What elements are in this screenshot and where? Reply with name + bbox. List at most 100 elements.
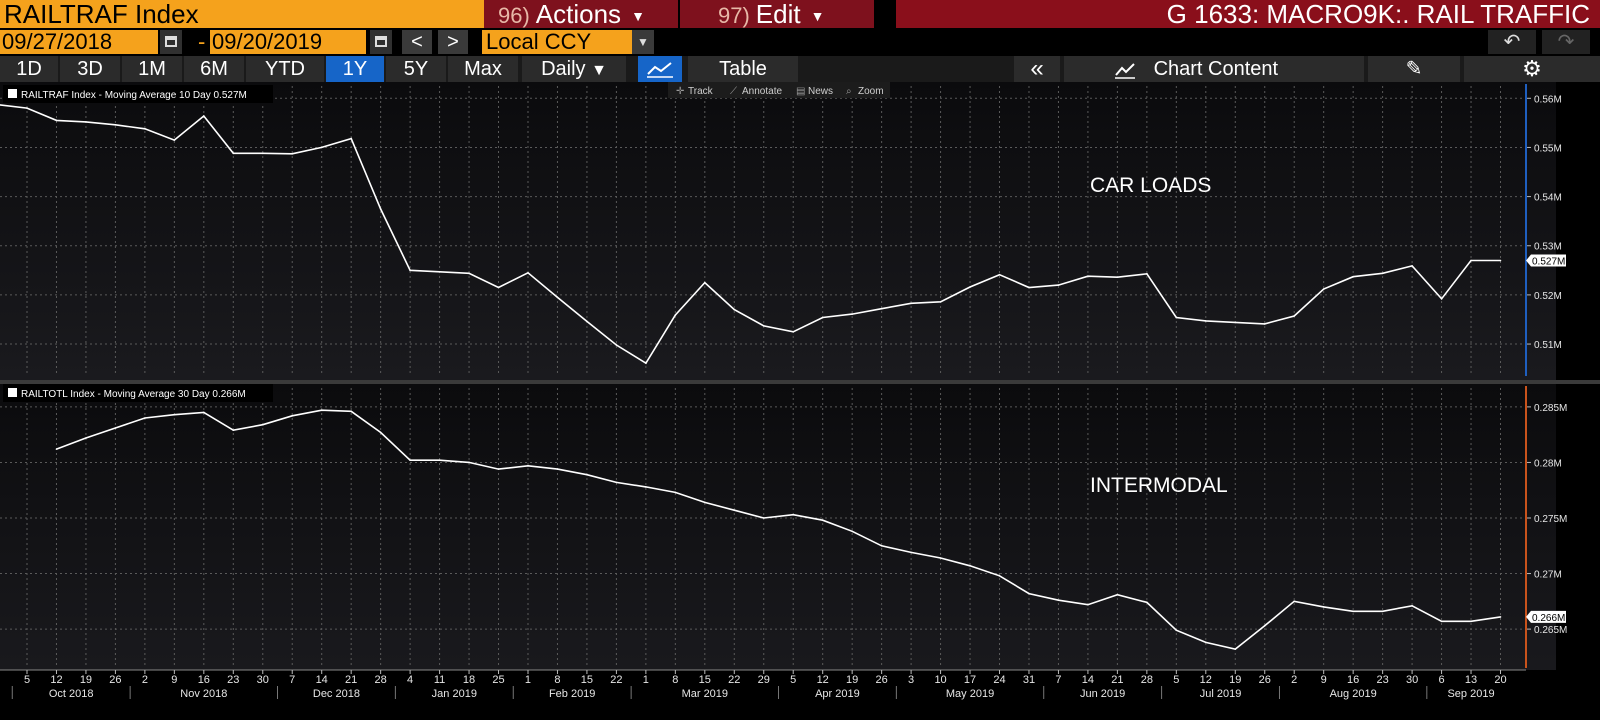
x-tick-label: 24 xyxy=(993,674,1005,686)
series-line[interactable] xyxy=(0,104,1501,365)
x-tick-label: 2 xyxy=(1291,674,1297,686)
frequency-select[interactable]: Daily ▼ xyxy=(522,56,626,82)
x-tick-label: 28 xyxy=(375,674,387,686)
x-tick-label: 23 xyxy=(1376,674,1388,686)
legend-background xyxy=(3,384,273,402)
last-value-tag-bg xyxy=(1526,610,1566,623)
chart-tool-zoom[interactable]: Zoom xyxy=(858,86,884,97)
prev-period-button[interactable]: < xyxy=(402,30,432,54)
redo-icon[interactable]: ↷ xyxy=(1542,30,1590,54)
x-month-label: Mar 2019 xyxy=(682,688,728,700)
data-point xyxy=(1028,286,1030,289)
x-tick-label: 31 xyxy=(1023,674,1035,686)
chart-tool-news[interactable]: News xyxy=(808,86,833,97)
line-chart-icon[interactable] xyxy=(638,56,682,82)
x-month-label: Jun 2019 xyxy=(1080,688,1125,700)
x-tick-label: 5 xyxy=(1173,674,1179,686)
y-tick-label: 0.27M xyxy=(1534,570,1562,581)
range-button-3d[interactable]: 3D xyxy=(60,56,120,82)
edit-chart-icon[interactable]: ✎ xyxy=(1368,56,1460,82)
x-tick-label: 7 xyxy=(289,674,295,686)
gear-icon[interactable]: ⚙ xyxy=(1464,56,1600,82)
x-tick-label: 28 xyxy=(1141,674,1153,686)
collapse-icon[interactable]: « xyxy=(1014,56,1060,82)
table-button[interactable]: Table xyxy=(688,56,798,82)
x-tick-label: 22 xyxy=(728,674,740,686)
data-point xyxy=(586,473,588,476)
range-button-1y[interactable]: 1Y xyxy=(326,56,384,82)
range-button-1m[interactable]: 1M xyxy=(122,56,182,82)
data-point xyxy=(350,410,353,413)
chart-content-button[interactable]: Chart Content xyxy=(1064,56,1364,82)
data-point xyxy=(114,427,117,429)
calendar-icon[interactable] xyxy=(160,30,182,54)
x-tick-label: 12 xyxy=(817,674,829,686)
x-tick-label: 5 xyxy=(24,674,30,686)
chevron-down-icon[interactable]: ▼ xyxy=(632,30,654,54)
chart-svg[interactable]: 0.51M 0.52M 0.53M 0.54M 0.55M 0.56M 0.265M 0.27… xyxy=(0,82,1600,715)
edit-menu[interactable]: 97) Edit ▼ xyxy=(680,0,874,28)
range-button-ytd[interactable]: YTD xyxy=(246,56,324,82)
data-point xyxy=(232,152,235,155)
series-line[interactable] xyxy=(56,409,1501,650)
data-point xyxy=(733,308,736,311)
data-point xyxy=(939,301,942,303)
chart-tool-annotate[interactable]: Annotate xyxy=(742,86,782,97)
data-point xyxy=(527,272,529,274)
currency-select[interactable]: Local CCY xyxy=(482,30,632,54)
data-point xyxy=(1146,273,1148,275)
chart-tool-icon[interactable]: ▤ xyxy=(796,86,805,97)
x-tick-label: 14 xyxy=(316,674,328,686)
panel-divider[interactable] xyxy=(0,380,1600,384)
data-point xyxy=(291,415,294,417)
date-separator: - xyxy=(198,29,206,54)
data-point xyxy=(556,468,559,470)
next-period-button[interactable]: > xyxy=(438,30,468,54)
data-point xyxy=(85,121,87,123)
start-date-input[interactable]: 09/27/2018 xyxy=(0,30,158,54)
range-button-5y[interactable]: 5Y xyxy=(386,56,446,82)
x-tick-label: 16 xyxy=(1347,674,1359,686)
data-point xyxy=(1411,265,1413,267)
x-tick-label: 4 xyxy=(407,674,413,686)
data-point xyxy=(1440,298,1443,300)
x-month-label: Aug 2019 xyxy=(1330,688,1377,700)
chart-tool-icon[interactable]: ⌕ xyxy=(846,86,852,97)
data-point xyxy=(497,468,500,470)
range-button-6m[interactable]: 6M xyxy=(184,56,244,82)
undo-icon[interactable]: ↶ xyxy=(1488,30,1536,54)
chart-annotation: INTERMODAL xyxy=(1090,474,1228,497)
data-point xyxy=(350,137,353,140)
data-point xyxy=(1381,610,1384,613)
data-point xyxy=(1263,625,1266,627)
chart-tool-track[interactable]: Track xyxy=(688,86,714,97)
x-tick-label: 3 xyxy=(908,674,914,686)
data-point xyxy=(821,519,824,521)
legend[interactable]: RAILTRAF Index - Moving Average 10 Day 0… xyxy=(3,85,273,103)
data-point xyxy=(26,107,28,109)
legend[interactable]: RAILTOTL Index - Moving Average 30 Day 0… xyxy=(3,384,273,402)
data-point xyxy=(438,459,441,462)
range-button-1d[interactable]: 1D xyxy=(0,56,58,82)
data-point xyxy=(468,461,470,464)
end-date-input[interactable]: 09/20/2019 xyxy=(210,30,366,54)
actions-menu[interactable]: 96) Actions ▼ xyxy=(484,0,678,28)
data-point xyxy=(645,486,647,488)
data-point xyxy=(821,316,824,319)
range-button-max[interactable]: Max xyxy=(448,56,518,82)
chart-area[interactable]: 0.51M 0.52M 0.53M 0.54M 0.55M 0.56M 0.265M 0.27… xyxy=(0,82,1600,715)
data-point xyxy=(645,362,647,365)
chart-tool-icon[interactable]: ⟋ xyxy=(730,86,737,97)
x-month-label: Sep 2019 xyxy=(1447,688,1494,700)
x-tick-label: 30 xyxy=(257,674,269,686)
data-point xyxy=(1352,610,1354,613)
calendar-icon[interactable] xyxy=(370,30,392,54)
data-point xyxy=(1057,599,1060,601)
ticker-field[interactable]: RAILTRAF Index xyxy=(0,0,492,28)
data-point xyxy=(1293,315,1295,317)
data-point xyxy=(1352,275,1354,278)
x-tick-label: 22 xyxy=(610,674,622,686)
chart-tool-icon[interactable]: ✛ xyxy=(676,86,684,97)
data-point xyxy=(1087,275,1089,278)
data-point xyxy=(880,545,883,547)
